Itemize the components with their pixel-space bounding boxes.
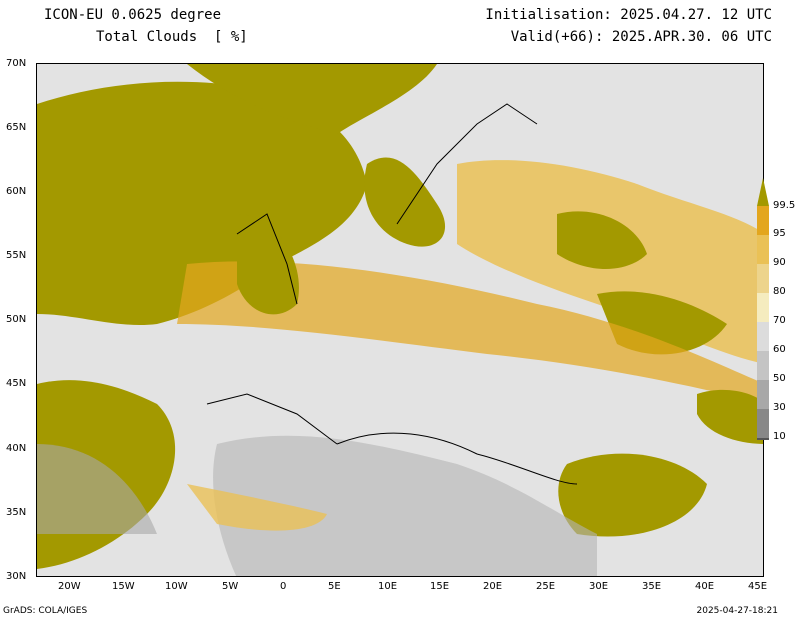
colorbar-label: 70 [773, 315, 786, 326]
colorbar-segment [757, 380, 769, 409]
footer-credit: GrADS: COLA/IGES [3, 606, 88, 616]
colorbar-label: 99.5 [773, 200, 796, 211]
lon-label: 30E [589, 581, 609, 592]
lon-label: 10W [165, 581, 188, 592]
colorbar-label: 30 [773, 402, 786, 413]
lat-label: 30N [6, 571, 27, 582]
lat-label: 65N [6, 122, 27, 133]
lat-label: 35N [6, 507, 27, 518]
colorbar-label: 90 [773, 257, 786, 268]
colorbar-label: 50 [773, 373, 786, 384]
lat-label: 70N [6, 58, 27, 69]
lon-label: 35E [642, 581, 662, 592]
initialisation-time: Initialisation: 2025.04.27. 12 UTC [485, 7, 772, 23]
colorbar-segment [757, 438, 769, 440]
colorbar-label: 10 [773, 431, 786, 442]
lon-label: 5W [222, 581, 239, 592]
lon-label: 25E [536, 581, 556, 592]
lat-label: 50N [6, 314, 27, 325]
cloud-cover-map [36, 63, 764, 577]
colorbar-segment [757, 264, 769, 293]
lon-label: 20W [58, 581, 81, 592]
colorbar [757, 178, 769, 440]
colorbar-segment [757, 206, 769, 235]
lon-label: 5E [328, 581, 341, 592]
cloud-cover-field [37, 64, 763, 576]
lon-label: 20E [483, 581, 503, 592]
map-title-field: Total Clouds [ %] [96, 29, 248, 45]
lon-label: 40E [695, 581, 715, 592]
colorbar-label: 95 [773, 228, 786, 239]
lon-label: 10E [378, 581, 398, 592]
lat-label: 45N [6, 378, 27, 389]
colorbar-segment [757, 178, 769, 206]
lat-label: 40N [6, 443, 27, 454]
colorbar-segment [757, 235, 769, 264]
map-title-model: ICON-EU 0.0625 degree [44, 7, 222, 23]
colorbar-segment [757, 409, 769, 438]
colorbar-segment [757, 351, 769, 380]
lon-label: 0 [280, 581, 287, 592]
lon-label: 15E [430, 581, 450, 592]
colorbar-segment [757, 322, 769, 351]
lon-label: 15W [112, 581, 135, 592]
lat-label: 55N [6, 250, 27, 261]
lat-label: 60N [6, 186, 27, 197]
footer-timestamp: 2025-04-27-18:21 [696, 606, 779, 616]
valid-time: Valid(+66): 2025.APR.30. 06 UTC [510, 29, 772, 45]
colorbar-label: 60 [773, 344, 786, 355]
colorbar-segment [757, 293, 769, 322]
lon-label: 45E [748, 581, 768, 592]
colorbar-label: 80 [773, 286, 786, 297]
